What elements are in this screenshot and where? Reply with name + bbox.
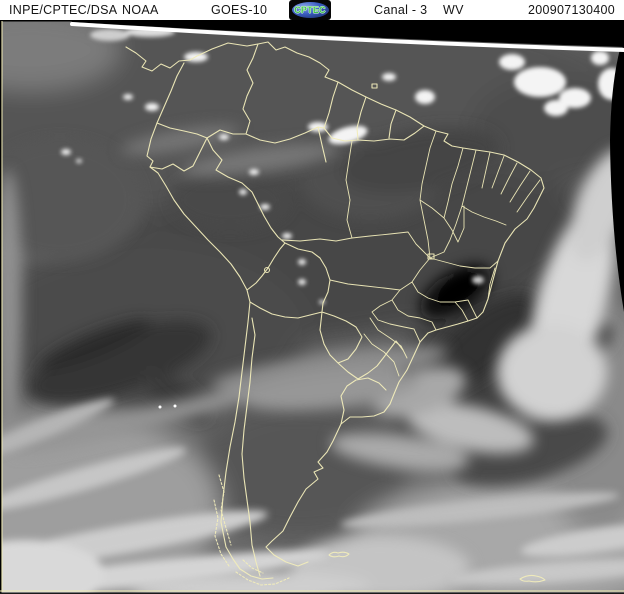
scan-line: [70, 22, 624, 52]
fjords-texture: [213, 474, 290, 586]
cptec-logo: CPTEC: [289, 0, 331, 20]
brazil-state-borders: [281, 130, 541, 377]
space-band-right-edge: [610, 47, 624, 312]
scan-edge-space: [0, 20, 624, 594]
bottom-black-edge: [0, 592, 624, 594]
timestamp-label: 200907130400: [528, 3, 616, 17]
left-black-edge: [0, 21, 2, 594]
channel-label: Canal - 3: [374, 3, 428, 17]
header-bar: INPE/CPTEC/DSA NOAA GOES-10 Canal - 3 WV…: [0, 0, 624, 21]
brasilia-df-square: [427, 253, 435, 260]
cptec-logo-oval: CPTEC: [291, 1, 329, 18]
coastline-west: [146, 62, 274, 580]
south-georgia-island: [519, 574, 546, 583]
wv-cumulus-cells: [61, 27, 624, 304]
agency-label: INPE/CPTEC/DSA: [9, 3, 118, 17]
band-label: WV: [443, 3, 464, 17]
map-borders: [125, 41, 546, 586]
guyana-marker-square: [371, 83, 378, 89]
map-frame: [0, 21, 624, 592]
satellite-label: GOES-10: [211, 3, 268, 17]
lake-titicaca: [263, 266, 271, 274]
network-label: NOAA: [122, 3, 159, 17]
falkland-islands: [328, 551, 350, 558]
coastline-east: [125, 41, 545, 567]
space-wedge-top-right: [70, 20, 624, 47]
